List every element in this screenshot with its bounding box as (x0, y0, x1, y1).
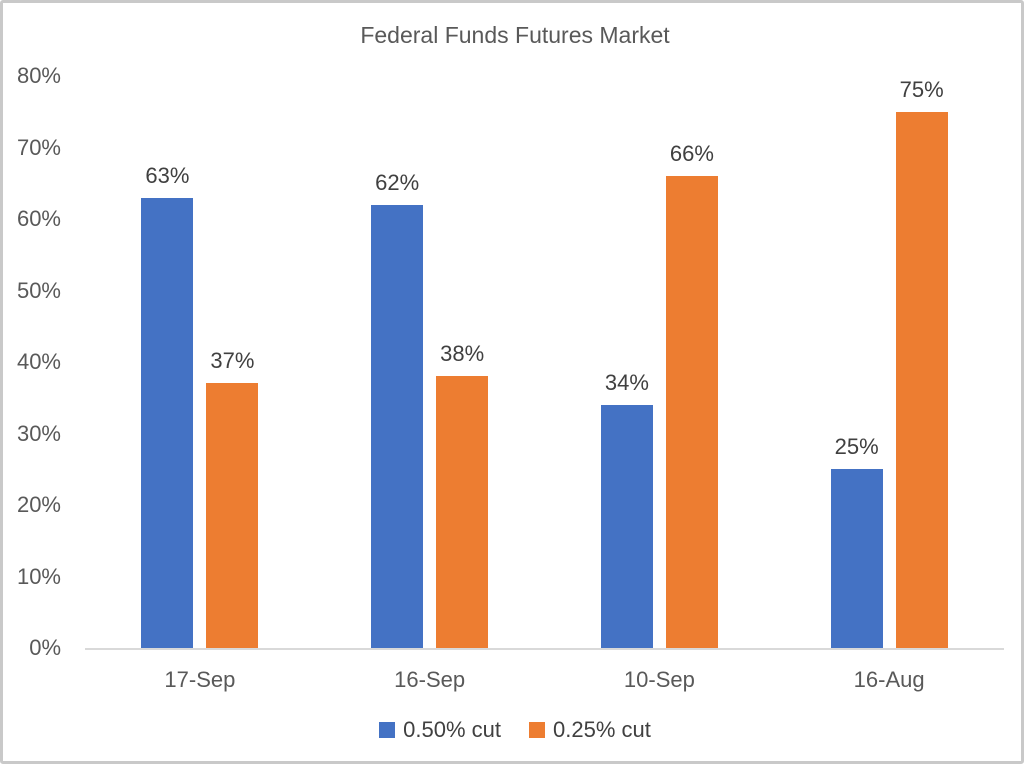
legend-item-0-25-cut: 0.25% cut (529, 715, 651, 745)
y-tick-label: 60% (16, 206, 61, 231)
bar-data-label: 63% (145, 162, 190, 188)
legend-label: 0.25% cut (553, 717, 651, 742)
legend-swatch-icon (379, 722, 396, 738)
legend-swatch-icon (529, 722, 545, 738)
bar-0-25-cut-17-sep (206, 383, 259, 648)
bar-data-label: 25% (834, 434, 879, 460)
bar-0-50-cut-10-sep (600, 404, 653, 648)
legend: 0.50% cut 0.25% cut (3, 715, 1024, 745)
bar-data-label: 62% (375, 169, 420, 195)
bar-0-25-cut-16-aug (895, 111, 948, 648)
y-axis: 0% 10% 20% 30% 40% 50% 60% 70% 80% (3, 3, 1021, 761)
bar-0-25-cut-10-sep (665, 176, 718, 648)
y-tick-label: 10% (16, 563, 61, 589)
bar-data-label: 37% (210, 348, 255, 374)
bar-0-50-cut-16-aug (830, 469, 883, 648)
bar-data-label: 38% (440, 341, 485, 367)
x-axis-label-17-sep: 17-Sep (164, 667, 236, 692)
bar-0-50-cut-17-sep (141, 197, 194, 648)
y-tick-label: 20% (16, 492, 61, 517)
legend-item-0-50-cut: 0.50% cut (379, 715, 501, 745)
bar-0-50-cut-16-sep (371, 204, 424, 648)
plot-area: 63% 37% 62% 38% 34% 66% 25% 75% (85, 76, 1004, 650)
chart-title: Federal Funds Futures Market (360, 22, 670, 48)
x-axis: 17-Sep 16-Sep 10-Sep 16-Aug (3, 666, 1024, 696)
x-axis-label-10-sep: 10-Sep (623, 667, 695, 692)
bar-data-label: 66% (669, 141, 714, 167)
y-tick-label: 0% (29, 635, 61, 660)
x-axis-label-16-aug: 16-Aug (853, 667, 925, 692)
bar-data-label: 34% (604, 369, 649, 395)
y-tick-label: 30% (16, 420, 61, 446)
legend-label: 0.50% cut (403, 717, 501, 742)
bar-data-label: 75% (899, 76, 944, 102)
x-axis-label-16-sep: 16-Sep (394, 667, 466, 692)
y-tick-label: 70% (16, 134, 61, 160)
bar-0-25-cut-16-sep (436, 376, 489, 648)
y-tick-label: 50% (16, 277, 61, 303)
y-tick-label: 80% (16, 63, 61, 88)
y-tick-label: 40% (16, 349, 61, 374)
